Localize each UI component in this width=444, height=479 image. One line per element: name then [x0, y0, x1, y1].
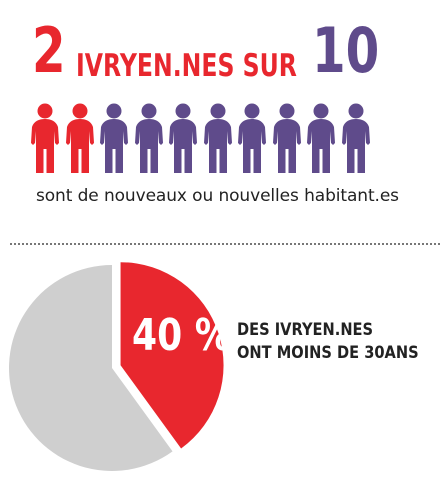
stat-line-2: ONT MOINS DE 30ANS: [237, 343, 419, 363]
person-icon: [65, 103, 95, 175]
pictogram-caption: sont de nouveaux ou nouvelles habitant.e…: [36, 186, 399, 206]
pie-slice-1: [9, 265, 173, 471]
person-icon: [306, 103, 336, 175]
pie-slice-0: [120, 262, 224, 449]
person-icon: [168, 103, 198, 175]
pictogram-people: [30, 103, 400, 175]
headline-text: IVRYEN.NES SUR: [76, 48, 297, 84]
pie-chart: [0, 250, 240, 479]
headline-denominator: 10: [312, 14, 380, 87]
person-icon: [272, 103, 302, 175]
stat-line-1: DES IVRYEN.NES: [237, 320, 374, 340]
person-icon: [203, 103, 233, 175]
pie-percentage-label: 40 %: [132, 310, 231, 361]
headline-numerator: 2: [32, 14, 66, 87]
person-icon: [134, 103, 164, 175]
dotted-divider: [10, 243, 440, 245]
person-icon: [341, 103, 371, 175]
person-icon: [30, 103, 60, 175]
person-icon: [237, 103, 267, 175]
headline: 2 IVRYEN.NES SUR 10: [32, 6, 444, 92]
stat-description: DES IVRYEN.NES ONT MOINS DE 30ANS: [237, 319, 419, 365]
person-icon: [99, 103, 129, 175]
